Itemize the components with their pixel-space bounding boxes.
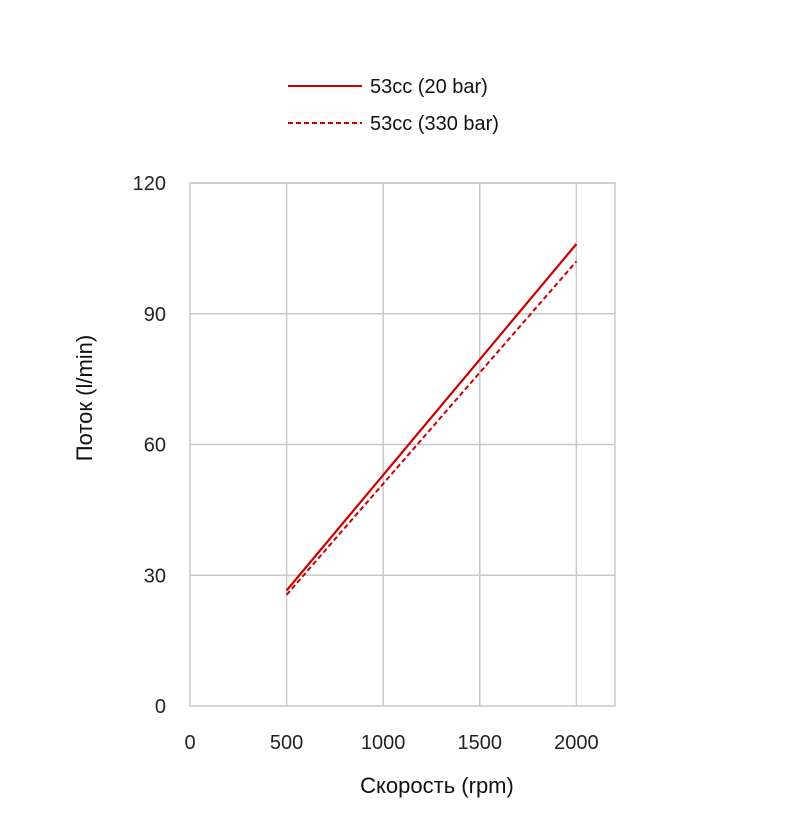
x-tick-labels: 0 500 1000 1500 2000 (184, 732, 598, 754)
y-tick-label: 120 (133, 173, 166, 195)
y-tick-label: 0 (155, 696, 166, 718)
legend: 53cc (20 bar) 53cc (330 bar) (288, 76, 499, 135)
legend-label-1: 53cc (20 bar) (370, 76, 488, 98)
series-line-1 (285, 243, 578, 592)
legend-label-2: 53cc (330 bar) (370, 113, 499, 135)
x-tick-label: 500 (270, 732, 303, 754)
x-tick-label: 1500 (458, 732, 503, 754)
y-tick-labels: 0 30 60 90 120 (133, 173, 166, 718)
series-group (285, 243, 578, 596)
x-tick-label: 1000 (361, 732, 406, 754)
y-tick-label: 30 (144, 565, 166, 587)
y-tick-label: 90 (144, 304, 166, 326)
y-axis-title: Поток (l/min) (72, 335, 97, 461)
y-tick-label: 60 (144, 435, 166, 457)
x-axis-title: Скорость (rpm) (360, 773, 514, 798)
grid (190, 182, 615, 706)
series-line-2 (285, 260, 578, 596)
x-tick-label: 2000 (554, 732, 599, 754)
x-tick-label: 0 (184, 732, 195, 754)
